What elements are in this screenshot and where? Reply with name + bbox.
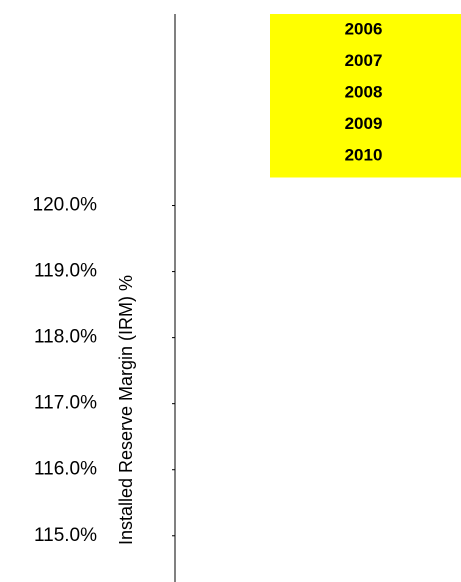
y-tick-label: 117.0%	[34, 393, 97, 414]
legend-entry: 2010	[345, 145, 383, 164]
legend-box	[270, 14, 461, 178]
y-tick-label: 119.0%	[34, 261, 97, 282]
y-tick-label: 120.0%	[33, 195, 98, 216]
y-tick-label: 116.0%	[34, 459, 97, 480]
legend-entry: 2007	[345, 51, 383, 70]
legend-entry: 2008	[345, 82, 383, 101]
y-tick-label: 118.0%	[34, 327, 97, 348]
y-tick-label: 115.0%	[34, 525, 97, 546]
y-axis-title: Installed Reserve Margin (IRM) %	[116, 275, 136, 545]
legend-entry: 2006	[345, 19, 383, 38]
legend-entry: 2009	[345, 114, 383, 133]
